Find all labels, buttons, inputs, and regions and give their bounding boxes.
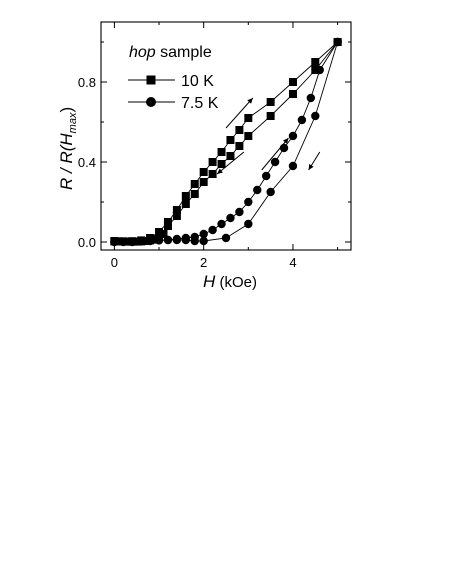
data-point-square — [172, 206, 181, 214]
y-axis-suffix: ) — [57, 107, 76, 113]
data-point-circle — [110, 237, 119, 247]
data-point-circle — [279, 143, 289, 153]
x-axis-unit: (kOe) — [215, 274, 257, 291]
legend-label-10k: 10 K — [181, 73, 214, 90]
data-point-circle — [288, 131, 298, 141]
data-point-square — [244, 114, 253, 122]
data-point-circle — [217, 219, 226, 229]
data-point-circle — [315, 65, 324, 75]
data-point-circle — [235, 207, 244, 217]
data-point-square — [288, 78, 297, 86]
sample-label-italic: hop — [129, 44, 156, 61]
data-point-square — [266, 112, 275, 120]
data-point-square — [208, 170, 217, 178]
data-point-circle — [190, 236, 199, 246]
y-tick-label: 0.4 — [78, 155, 96, 170]
data-point-square — [226, 152, 235, 160]
plot-frame — [100, 21, 352, 251]
arrow-shaft — [261, 137, 289, 171]
x-axis-title: H (kOe) — [203, 272, 257, 291]
data-point-circle — [311, 111, 320, 121]
data-point-circle — [226, 213, 235, 223]
axis-ticks: 0 2 4 0.0 0.4 0.8 — [78, 22, 351, 270]
data-point-square — [288, 90, 297, 98]
data-point-circle — [163, 235, 173, 245]
data-point-square — [266, 98, 275, 106]
x-tick-label: 2 — [200, 255, 207, 270]
legend: 10 K 7.5 K — [128, 73, 219, 112]
data-point-square — [155, 228, 164, 236]
y-tick-label: 0.8 — [78, 75, 96, 90]
data-point-square — [235, 126, 244, 134]
arrow-head — [217, 168, 223, 174]
data-point-circle — [244, 197, 253, 207]
data-point-circle — [297, 115, 307, 125]
y-axis-title: R / R(Hmax) — [57, 107, 79, 190]
data-point-square — [244, 132, 253, 140]
data-point-circle — [199, 229, 208, 239]
data-point-square — [190, 190, 199, 198]
data-point-square — [311, 58, 320, 66]
data-point-circle — [181, 235, 191, 245]
x-tick-label: 0 — [111, 255, 118, 270]
data-point-square — [181, 192, 190, 200]
data-point-circle — [253, 185, 262, 195]
data-point-square — [163, 218, 172, 226]
sample-label-rest: sample — [156, 44, 212, 61]
data-point-circle — [119, 237, 128, 247]
data-point-square — [217, 160, 226, 168]
data-point-circle — [333, 37, 342, 47]
data-point-circle — [154, 236, 164, 245]
y-axis-sub: max — [67, 112, 79, 133]
data-point-square — [199, 168, 208, 176]
data-point-circle — [145, 236, 155, 246]
legend-label-7p5k: 7.5 K — [181, 95, 219, 112]
data-point-square — [311, 66, 320, 74]
data-point-square — [217, 148, 226, 156]
sample-label: hop sample — [129, 44, 212, 61]
arrow-shaft — [225, 97, 254, 129]
data-point-square — [226, 136, 235, 144]
data-point-square — [159, 230, 168, 238]
data-point-square — [172, 212, 181, 220]
data-point-circle — [221, 233, 231, 243]
y-axis-prefix: R / R(H — [57, 133, 76, 190]
data-point-circle — [136, 237, 146, 246]
data-point-circle — [270, 157, 280, 167]
x-axis-var: H — [203, 272, 216, 291]
data-point-square — [190, 180, 199, 188]
data-point-circle — [208, 225, 217, 235]
arrow-head — [283, 138, 289, 144]
legend-marker-7p5k — [146, 97, 156, 107]
series-layer — [110, 37, 342, 247]
arrow-shaft — [216, 151, 245, 175]
data-point-square — [181, 200, 190, 208]
y-tick-label: 0.0 — [78, 235, 96, 250]
data-point-circle — [244, 219, 253, 229]
data-point-square — [199, 178, 208, 186]
arrow-head — [247, 98, 253, 104]
data-point-circle — [172, 235, 182, 245]
data-point-square — [208, 158, 217, 166]
data-point-square — [235, 142, 244, 150]
direction-arrows — [216, 97, 321, 175]
data-point-circle — [288, 161, 298, 171]
legend-marker-10k — [146, 75, 156, 85]
data-point-circle — [306, 93, 316, 103]
data-point-square — [150, 235, 159, 244]
data-point-circle — [128, 237, 137, 247]
x-tick-label: 4 — [289, 255, 296, 270]
arrow-head — [308, 164, 314, 170]
data-point-circle — [266, 187, 275, 197]
data-point-circle — [261, 171, 271, 181]
data-point-circle — [199, 236, 208, 246]
